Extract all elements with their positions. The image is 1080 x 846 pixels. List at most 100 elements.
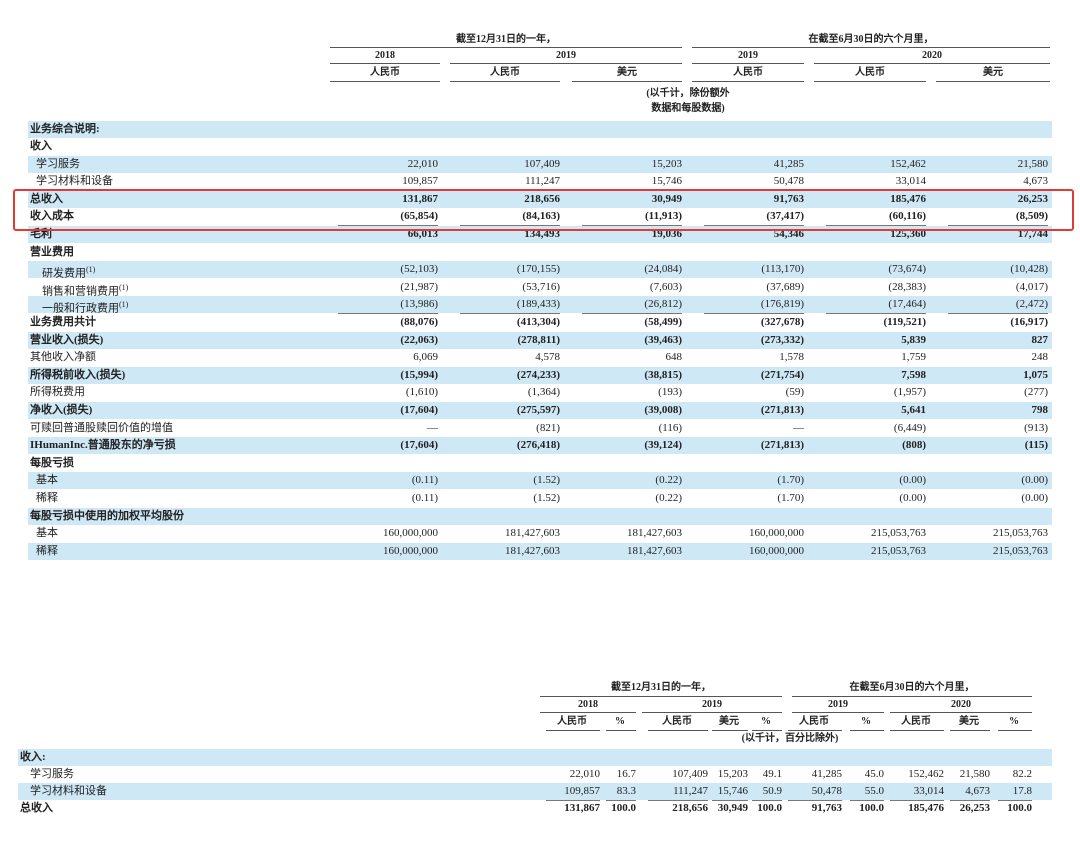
t2-year-2020: 2020 — [951, 699, 971, 710]
t2-cell: 33,014 — [913, 785, 944, 797]
t1-cell: 15,203 — [651, 158, 682, 170]
t2-row-label: 学习服务 — [30, 768, 74, 780]
t1-cell: 109,857 — [402, 175, 438, 187]
t1-cell: (11,913) — [645, 210, 682, 222]
t2-cell: 91,763 — [811, 802, 842, 814]
t2-cell: 50,478 — [811, 785, 842, 797]
t2-cell: 16.7 — [616, 768, 636, 780]
t1-cell: 4,673 — [1023, 175, 1048, 187]
t1-cell: (0.22) — [655, 474, 682, 486]
t1-cell: (271,754) — [760, 369, 804, 381]
t1-period-year: 截至12月31日的一年， — [456, 34, 556, 45]
t1-cell: (21,987) — [400, 281, 438, 293]
t1-cell: — — [427, 422, 438, 434]
t1-cell: 131,867 — [402, 193, 438, 205]
t1-cell: (113,170) — [761, 263, 804, 275]
t1-cell: 1,075 — [1023, 369, 1048, 381]
t1-cell: (116) — [658, 422, 682, 434]
t1-cell: 827 — [1031, 334, 1049, 346]
t2-cell: 100.0 — [1007, 802, 1032, 814]
t1-cell: (1,610) — [405, 386, 438, 398]
t1-row-label: 每股亏损中使用的加权平均股份 — [30, 510, 184, 522]
t2-col-header: % — [761, 716, 771, 727]
t1-section-title: 业务综合说明: — [30, 123, 100, 135]
t1-cell: 181,427,603 — [627, 545, 682, 557]
highlight-box — [13, 189, 1074, 231]
t1-cell: 54,346 — [773, 228, 804, 240]
t2-year-2018: 2018 — [578, 699, 598, 710]
t1-row-label: IHumanInc.普通股东的净亏损 — [30, 439, 176, 451]
t1-cell: (808) — [902, 439, 926, 451]
t1-row-label: 收入 — [30, 140, 52, 152]
t1-cell: (15,994) — [400, 369, 438, 381]
t1-cell: (115) — [1024, 439, 1048, 451]
t1-row-label: 营业费用 — [30, 246, 74, 258]
t1-cell: 41,285 — [773, 158, 804, 170]
t1-row-label: 收入成本 — [30, 210, 74, 222]
t1-cell: 181,427,603 — [505, 545, 560, 557]
t1-cell: (17,604) — [400, 439, 438, 451]
t2-cell: 82.2 — [1012, 768, 1032, 780]
t1-cell: (0.11) — [411, 492, 438, 504]
t2-cell: 17.8 — [1012, 785, 1032, 797]
t1-period-half: 在截至6月30日的六个月里， — [808, 34, 934, 45]
t1-cell: (271,813) — [760, 404, 804, 416]
t2-cell: 49.1 — [762, 768, 782, 780]
t2-cell: 100.0 — [757, 802, 782, 814]
t1-cell: (52,103) — [400, 263, 438, 275]
t1-cell: (119,521) — [883, 316, 926, 328]
t1-cell: 160,000,000 — [749, 545, 804, 557]
t2-cell: 41,285 — [811, 768, 842, 780]
t2-cell: 45.0 — [864, 768, 884, 780]
t1-cell: (413,304) — [516, 316, 560, 328]
t1-cell: 648 — [665, 351, 683, 363]
t2-row-label: 总收入 — [20, 802, 53, 814]
t2-period-year: 截至12月31日的一年， — [611, 682, 711, 693]
t1-cell: (1.70) — [777, 492, 804, 504]
t1-cell: (0.00) — [1021, 492, 1048, 504]
t1-row-label: 毛利 — [30, 228, 52, 240]
t1-cell: (73,674) — [888, 263, 926, 275]
t1-cell: 1,578 — [779, 351, 804, 363]
t1-cell: (0.11) — [411, 474, 438, 486]
t1-cell: 185,476 — [890, 193, 926, 205]
t2-cell: 55.0 — [864, 785, 884, 797]
t2-cell: 4,673 — [965, 785, 990, 797]
t1-year-2019-half: 2019 — [738, 50, 758, 61]
t1-cell: 152,462 — [890, 158, 926, 170]
t1-cell: — — [793, 422, 804, 434]
t1-col-rmb-2019: 人民币 — [490, 67, 520, 78]
t1-cell: 798 — [1031, 404, 1049, 416]
t1-cell: 160,000,000 — [383, 545, 438, 557]
t2-row-label: 收入: — [20, 751, 46, 763]
t1-unit-note-1: (以千计，除份额外 — [646, 88, 730, 99]
t1-row-label: 其他收入净额 — [30, 351, 96, 363]
t1-cell: (278,811) — [517, 334, 560, 346]
t1-row-label: 基本 — [36, 527, 58, 539]
t2-col-header: 美元 — [959, 716, 979, 727]
t1-cell: 1,759 — [901, 351, 926, 363]
t1-cell: (22,063) — [400, 334, 438, 346]
t2-cell: 83.3 — [616, 785, 636, 797]
t1-cell: (53,716) — [522, 281, 560, 293]
t2-cell: 185,476 — [908, 802, 944, 814]
t1-cell: 30,949 — [651, 193, 682, 205]
t1-row-label: 稀释 — [36, 492, 58, 504]
t1-col-usd-2019: 美元 — [617, 67, 637, 78]
t1-unit-note-2: 数据和每股数据) — [651, 103, 725, 114]
t1-cell: (821) — [536, 422, 560, 434]
t2-cell: 22,010 — [569, 768, 600, 780]
t2-cell: 100.0 — [859, 802, 884, 814]
t1-cell: 218,656 — [524, 193, 560, 205]
t1-cell: 160,000,000 — [383, 527, 438, 539]
t1-cell: 181,427,603 — [627, 527, 682, 539]
t1-row-label: 销售和营销费用(1) — [42, 283, 129, 298]
t1-cell: 17,744 — [1017, 228, 1048, 240]
t1-cell: (271,813) — [760, 439, 804, 451]
t1-cell: (58,499) — [644, 316, 682, 328]
t2-period-half: 在截至6月30日的六个月里， — [849, 682, 975, 693]
t1-cell: 215,053,763 — [993, 545, 1048, 557]
t1-cell: (13,986) — [400, 298, 438, 310]
t1-cell: 91,763 — [773, 193, 804, 205]
t1-cell: (84,163) — [522, 210, 560, 222]
